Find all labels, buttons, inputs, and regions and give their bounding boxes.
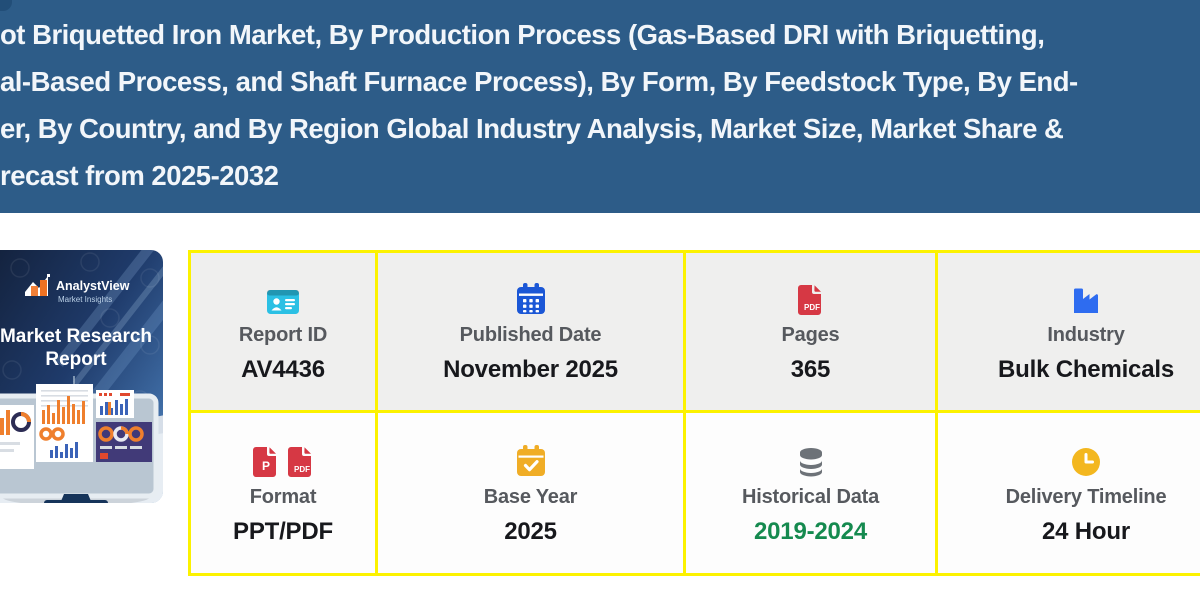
brand-logo-mark bbox=[25, 274, 50, 296]
factory-icon bbox=[1074, 288, 1099, 313]
info-value: Bulk Chemicals bbox=[998, 356, 1174, 383]
info-cell-industry: Industry Bulk Chemicals bbox=[938, 253, 1200, 410]
info-label: Base Year bbox=[483, 485, 578, 508]
info-label: Published Date bbox=[459, 324, 602, 346]
screen-charts bbox=[0, 384, 152, 469]
report-title-line: er, By Country, and By Region Global Ind… bbox=[0, 113, 1064, 144]
cover-title-line2: Report bbox=[45, 349, 107, 370]
file-pdf-icon: PDF bbox=[287, 446, 311, 477]
cover-light-streaks bbox=[54, 250, 163, 420]
info-label: Pages bbox=[781, 324, 840, 346]
calendar-check-icon bbox=[516, 444, 545, 476]
report-title-line: al-Based Process, and Shaft Furnace Proc… bbox=[0, 66, 1078, 97]
brand-tagline: Market Insights bbox=[58, 295, 112, 304]
info-value: AV4436 bbox=[241, 356, 325, 383]
file-pdf-icon: PDF bbox=[797, 285, 821, 315]
info-label: Format bbox=[249, 485, 317, 508]
info-label: Report ID bbox=[238, 324, 328, 346]
report-info-grid: Report ID AV4436 Published Date bbox=[188, 250, 1200, 576]
id-card-icon bbox=[267, 290, 299, 314]
report-title-line: recast from 2025-2032 bbox=[0, 160, 279, 191]
file-ppt-pdf-icons: P PDF bbox=[252, 443, 314, 477]
info-value: PPT/PDF bbox=[233, 517, 333, 545]
info-cell-report-id: Report ID AV4436 bbox=[191, 253, 375, 410]
info-label: Historical Data bbox=[741, 485, 880, 508]
svg-text:P: P bbox=[262, 459, 270, 473]
brand-name: AnalystView bbox=[56, 279, 130, 293]
cover-title-line1: Market Research bbox=[0, 326, 152, 347]
info-label: Delivery Timeline bbox=[1005, 485, 1167, 508]
info-label: Industry bbox=[1047, 324, 1125, 346]
info-cell-pages: PDF Pages 365 bbox=[686, 253, 935, 410]
report-title-line: ot Briquetted Iron Market, By Production… bbox=[0, 19, 1045, 50]
info-cell-format: P PDF Format PPT/PDF bbox=[191, 413, 375, 573]
info-cell-historical-data: Historical Data 2019-2024 bbox=[686, 413, 935, 573]
brand-logo: AnalystView Market Insights bbox=[25, 274, 130, 304]
info-value: 365 bbox=[790, 356, 831, 383]
banner-corner-shade bbox=[0, 0, 12, 11]
info-cell-base-year: Base Year 2025 bbox=[378, 413, 683, 573]
info-value: 24 Hour bbox=[1042, 517, 1130, 545]
file-ppt-icon: P bbox=[252, 446, 276, 477]
info-value: 2025 bbox=[504, 517, 557, 545]
header-banner: ot Briquetted Iron Market, By Production… bbox=[0, 0, 1200, 213]
info-cell-published-date: Published Date November 2025 bbox=[378, 253, 683, 410]
database-icon bbox=[799, 447, 822, 476]
clock-icon bbox=[1072, 447, 1100, 476]
info-cell-delivery-timeline: Delivery Timeline 24 Hour bbox=[938, 413, 1200, 573]
info-value: November 2025 bbox=[443, 356, 618, 383]
svg-text:PDF: PDF bbox=[294, 465, 310, 474]
report-cover-thumbnail: AnalystView Market Insights Market Resea… bbox=[0, 250, 163, 503]
info-value: 2019-2024 bbox=[754, 517, 867, 545]
calendar-icon bbox=[516, 283, 545, 314]
svg-text:PDF: PDF bbox=[804, 303, 820, 312]
